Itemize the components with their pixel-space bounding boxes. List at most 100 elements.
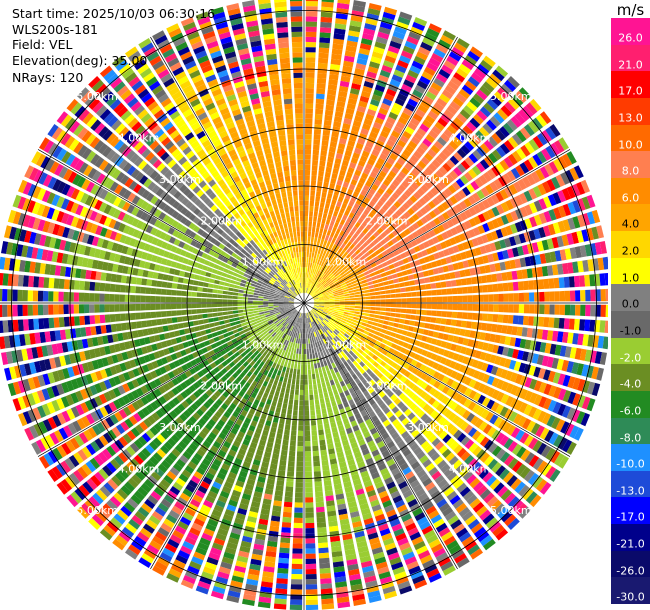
gate-cell: [484, 264, 491, 274]
gate-cell: [180, 391, 189, 399]
gate-cell: [443, 60, 456, 71]
gate-cell: [522, 418, 532, 430]
gate-cell: [110, 458, 121, 470]
gate-cell: [311, 284, 315, 290]
gate-cell: [332, 344, 337, 350]
gate-cell: [339, 230, 345, 237]
gate-cell: [111, 354, 119, 364]
gate-cell: [323, 475, 331, 482]
gate-cell: [470, 46, 483, 58]
gate-cell: [409, 503, 421, 513]
gate-cell: [414, 340, 421, 347]
gate-cell: [208, 350, 215, 357]
gate-cell: [326, 99, 335, 106]
gate-cell: [426, 62, 439, 72]
gate-cell: [235, 368, 242, 375]
gate-cell: [370, 98, 380, 107]
gate-cell: [483, 439, 494, 451]
gate-cell: [181, 436, 191, 446]
gate-cell: [594, 242, 602, 255]
gate-cell: [360, 470, 369, 478]
gate-cell: [320, 345, 325, 351]
gate-cell: [449, 155, 460, 166]
gate-cell: [506, 325, 513, 335]
gate-cell: [318, 340, 323, 346]
gate-cell: [374, 436, 383, 444]
gate-cell: [398, 205, 407, 214]
gate-cell: [362, 414, 370, 422]
gate-cell: [138, 557, 152, 568]
gate-cell: [495, 162, 505, 174]
gate-cell: [374, 556, 387, 565]
gate-cell: [316, 311, 322, 315]
gate-cell: [89, 385, 98, 396]
gate-cell: [505, 199, 514, 211]
gate-cell: [388, 170, 397, 179]
gate-cell: [464, 141, 475, 152]
gate-cell: [338, 292, 344, 296]
gate-cell: [155, 342, 163, 350]
gate-cell: [56, 383, 65, 396]
gate-cell: [489, 478, 501, 491]
gate-cell: [469, 267, 476, 276]
gate-cell: [300, 384, 304, 390]
gate-cell: [410, 239, 418, 247]
gate-cell: [419, 142, 429, 152]
gate-cell: [151, 360, 159, 369]
gate-cell: [248, 424, 256, 432]
gate-cell: [339, 307, 345, 310]
gate-cell: [264, 561, 276, 568]
gate-cell: [294, 327, 298, 333]
gate-cell: [226, 595, 240, 603]
gate-cell: [375, 303, 381, 307]
gate-cell: [509, 337, 517, 347]
gate-cell: [369, 444, 378, 453]
ray-33: [314, 304, 607, 365]
gate-cell: [226, 340, 233, 346]
gate-cell: [342, 315, 348, 320]
gate-cell: [529, 292, 535, 302]
gate-cell: [317, 284, 322, 289]
gate-cell: [451, 548, 465, 560]
gate-cell: [320, 361, 325, 368]
gate-cell: [329, 301, 335, 303]
gate-cell: [444, 358, 452, 367]
gate-cell: [243, 405, 250, 413]
gate-cell: [392, 377, 399, 385]
gate-cell: [322, 333, 327, 339]
gate-cell: [207, 449, 217, 458]
gate-cell: [249, 441, 258, 449]
gate-cell: [294, 394, 299, 401]
gate-cell: [415, 51, 428, 61]
gate-cell: [263, 493, 273, 500]
gate-cell: [205, 372, 213, 380]
gate-cell: [458, 63, 472, 75]
gate-cell: [334, 571, 346, 578]
gate-cell: [81, 446, 92, 459]
gate-cell: [519, 192, 528, 204]
gate-cell: [381, 204, 389, 212]
gate-cell: [365, 204, 373, 212]
gate-cell: [332, 290, 338, 294]
gate-cell: [423, 95, 434, 105]
gate-cell: [133, 490, 145, 501]
gate-cell: [511, 499, 524, 512]
gate-cell: [309, 252, 312, 258]
gate-cell: [275, 407, 281, 413]
gate-cell: [329, 351, 335, 358]
gate-cell: [428, 387, 437, 396]
gate-cell: [425, 316, 432, 323]
gate-cell: [302, 313, 304, 319]
gate-cell: [557, 331, 564, 343]
gate-cell: [371, 471, 380, 480]
gate-cell: [557, 373, 566, 386]
gate-cell: [376, 440, 385, 449]
gate-cell: [338, 312, 344, 316]
gate-cell: [472, 227, 481, 236]
gate-cell: [454, 271, 461, 279]
gate-cell: [246, 578, 259, 586]
gate-cell: [392, 566, 406, 576]
gate-cell: [329, 260, 334, 266]
gate-cell: [348, 200, 355, 207]
gate-cell: [402, 466, 412, 476]
